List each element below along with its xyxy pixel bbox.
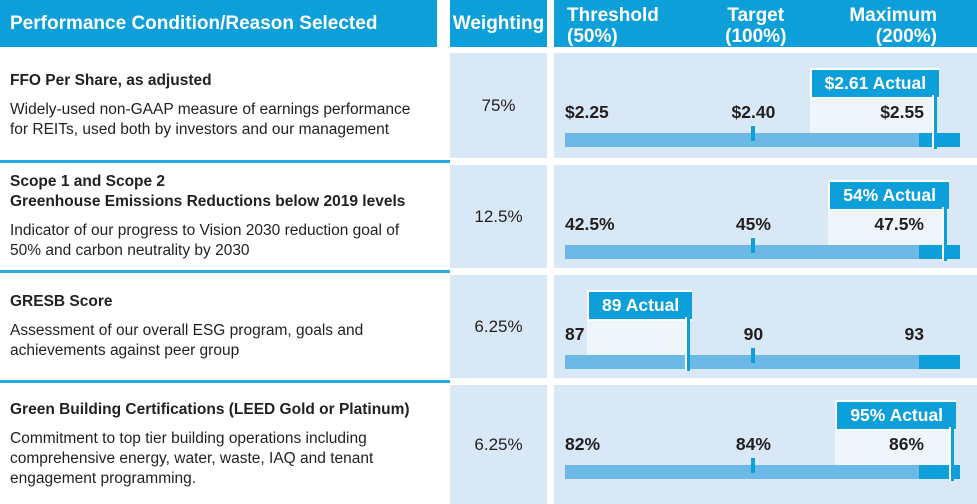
condition-cell: GRESB Score Assessment of our overall ES… <box>0 275 437 378</box>
weighting-cell: 75% <box>450 53 547 158</box>
maximum-label: 47.5% <box>874 214 924 234</box>
row-separator <box>0 270 450 273</box>
target-tick <box>751 348 756 363</box>
target-label: $2.40 <box>731 102 776 122</box>
column-gap <box>437 165 450 268</box>
condition-description: Indicator of our progress to Vision 2030… <box>10 222 400 259</box>
flag-panel <box>835 431 950 465</box>
actual-flag: 95% Actual <box>835 400 957 465</box>
table-row: Green Building Certifications (LEED Gold… <box>0 385 977 504</box>
bar-track <box>565 465 960 479</box>
row-separator <box>0 380 450 383</box>
condition-description: Assessment of our overall ESG program, g… <box>10 322 364 359</box>
scale-labels: $2.25 $2.40 $2.55 <box>565 102 960 124</box>
bar-track <box>565 355 960 369</box>
target-tick <box>751 238 756 253</box>
bar-area: 89 Actual 87 90 93 <box>565 275 960 378</box>
column-gap <box>437 275 450 378</box>
chart-cell: 95% Actual 82% 84% 86% <box>554 385 977 504</box>
column-gap <box>547 0 554 47</box>
actual-callout: 95% Actual <box>835 400 957 431</box>
chart-cell: $2.61 Actual $2.25 $2.40 $2.55 <box>554 53 977 158</box>
row-gap <box>0 268 977 275</box>
table-row: FFO Per Share, as adjusted Widely-used n… <box>0 53 977 158</box>
table-header-row: Performance Condition/Reason Selected We… <box>0 0 977 47</box>
bar-track <box>565 245 960 259</box>
actual-pole <box>685 317 691 371</box>
column-gap <box>547 165 554 268</box>
table-row: Scope 1 and Scope 2 Greenhouse Emissions… <box>0 165 977 268</box>
bar-track <box>565 133 960 147</box>
bar-area: $2.61 Actual $2.25 $2.40 $2.55 <box>565 53 960 158</box>
condition-title: Green Building Certifications (LEED Gold… <box>10 401 410 418</box>
condition-cell: Green Building Certifications (LEED Gold… <box>0 385 437 504</box>
actual-flag: 89 Actual <box>587 290 693 355</box>
maximum-label: $2.55 <box>880 102 924 122</box>
bar-area: 54% Actual 42.5% 45% 47.5% <box>565 165 960 268</box>
threshold-label: $2.25 <box>565 102 609 122</box>
column-gap <box>547 275 554 378</box>
flag-panel <box>809 99 933 133</box>
threshold-label: 42.5% <box>565 214 615 234</box>
scale-labels: 42.5% 45% 47.5% <box>565 214 960 236</box>
column-gap <box>437 53 450 158</box>
actual-pole <box>932 95 938 149</box>
bar-max-cap <box>918 245 960 259</box>
maximum-label: 93 <box>904 324 924 344</box>
header-scale: Threshold (50%) Target (100%) Maximum (2… <box>554 0 977 47</box>
bar-max-cap <box>918 355 960 369</box>
actual-flag: $2.61 Actual <box>809 68 940 133</box>
chart-cell: 89 Actual 87 90 93 <box>554 275 977 378</box>
row-gap <box>0 378 977 385</box>
target-tick <box>751 458 756 473</box>
condition-title: FFO Per Share, as adjusted <box>10 72 212 89</box>
column-gap <box>437 0 450 47</box>
row-separator <box>0 160 450 163</box>
header-maximum: Maximum (200%) <box>849 5 937 47</box>
column-gap <box>437 385 450 504</box>
header-weighting: Weighting <box>450 0 547 47</box>
condition-cell: Scope 1 and Scope 2 Greenhouse Emissions… <box>0 165 437 268</box>
actual-callout: 54% Actual <box>828 180 949 211</box>
weighting-cell: 12.5% <box>450 165 547 268</box>
column-gap <box>547 53 554 158</box>
bar-area: 95% Actual 82% 84% 86% <box>565 385 960 504</box>
table-row: GRESB Score Assessment of our overall ES… <box>0 275 977 378</box>
header-gap <box>0 47 977 53</box>
weighting-cell: 6.25% <box>450 385 547 504</box>
actual-callout: 89 Actual <box>587 290 693 321</box>
weighting-cell: 6.25% <box>450 275 547 378</box>
column-gap <box>547 385 554 504</box>
actual-pole <box>941 207 947 261</box>
actual-callout: $2.61 Actual <box>809 68 940 99</box>
target-label: 45% <box>735 214 771 234</box>
condition-description: Commitment to top tier building operatio… <box>10 430 374 487</box>
header-target: Target (100%) <box>725 5 787 47</box>
maximum-label: 86% <box>888 434 924 454</box>
actual-pole <box>949 427 955 481</box>
threshold-label: 87 <box>565 324 585 344</box>
scale-labels: 82% 84% 86% <box>565 434 960 456</box>
threshold-label: 82% <box>565 434 601 454</box>
header-condition: Performance Condition/Reason Selected <box>0 0 437 47</box>
target-label: 90 <box>743 324 764 344</box>
condition-cell: FFO Per Share, as adjusted Widely-used n… <box>0 53 437 158</box>
condition-title: GRESB Score <box>10 293 113 310</box>
target-tick <box>751 126 756 141</box>
condition-description: Widely-used non-GAAP measure of earnings… <box>10 101 411 138</box>
actual-flag: 54% Actual <box>828 180 949 245</box>
bar-max-cap <box>918 133 960 147</box>
condition-title: Scope 1 and Scope 2 Greenhouse Emissions… <box>10 173 406 210</box>
flag-panel <box>828 211 942 245</box>
target-label: 84% <box>735 434 771 454</box>
scale-labels: 87 90 93 <box>565 324 960 346</box>
header-threshold: Threshold (50%) <box>567 5 659 47</box>
chart-cell: 54% Actual 42.5% 45% 47.5% <box>554 165 977 268</box>
flag-panel <box>587 321 686 355</box>
row-gap <box>0 158 977 165</box>
